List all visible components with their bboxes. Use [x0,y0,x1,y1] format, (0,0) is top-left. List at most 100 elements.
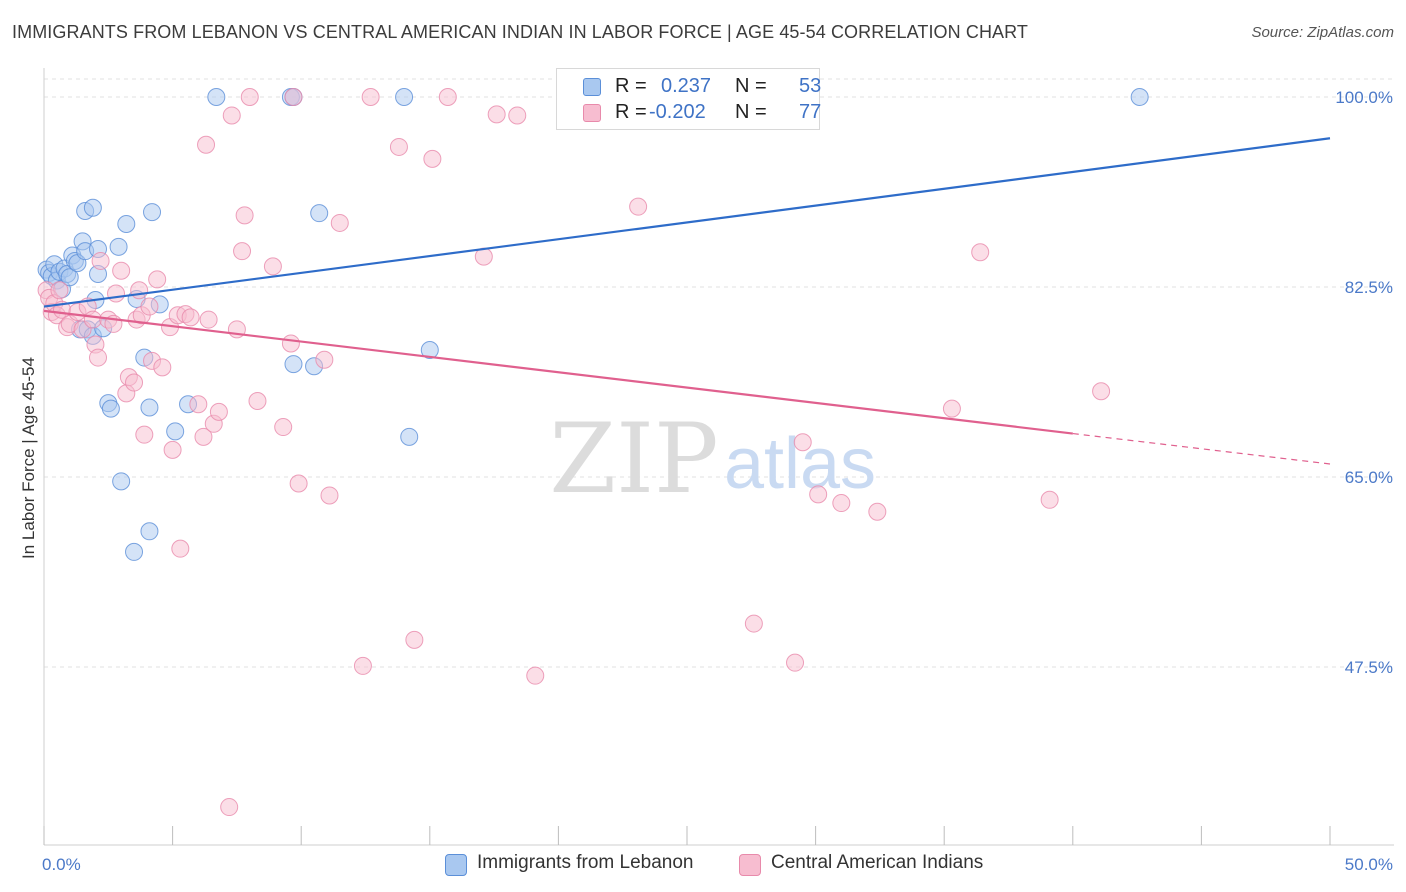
point-central-american [330,213,349,232]
point-central-american [89,348,108,367]
point-lebanon [207,88,226,106]
legend-n-value: 77 [799,101,822,123]
point-central-american [793,433,812,452]
point-central-american [809,485,828,504]
gridlines [44,78,1394,668]
point-central-american [171,539,190,558]
point-central-american [91,251,110,270]
point-central-american [233,242,252,261]
point-central-american [361,88,380,106]
point-central-american [1040,490,1059,509]
point-central-american [153,358,172,377]
point-lebanon [125,542,144,561]
point-central-american [284,88,303,106]
chart-title: IMMIGRANTS FROM LEBANON VS CENTRAL AMERI… [12,22,1029,42]
point-central-american [1092,382,1111,401]
stats-legend: R = 0.237 N = 53 R = -0.202 N = 77 [556,68,822,130]
point-lebanon [140,398,159,417]
y-axis-label: In Labor Force | Age 45-54 [19,357,38,559]
point-central-american [438,88,457,106]
point-central-american [832,494,851,513]
point-central-american [744,614,763,633]
trend-lines [43,137,1331,465]
source-label: Source: ZipAtlas.com [1251,24,1394,41]
point-central-american [971,243,990,262]
point-central-american [235,206,254,225]
point-lebanon [117,215,136,234]
point-central-american [320,486,339,505]
point-central-american [240,88,259,106]
point-central-american [487,105,506,124]
trend-line-central-american-extension [1072,432,1331,465]
tick-labels: 47.5% 65.0% 82.5% 100.0% 0.0% 50.0% [42,88,1393,874]
point-central-american [263,257,282,276]
trend-line-lebanon [43,137,1331,308]
point-lebanon [310,204,329,223]
legend-n-label: N = [735,75,767,97]
legend-r-value: -0.202 [649,101,706,123]
point-central-american [199,310,218,329]
legend-r-value: 0.237 [661,75,712,97]
bottom-legend-swatch-lebanon [445,854,467,876]
point-lebanon [101,399,120,418]
point-central-american [197,135,216,154]
point-central-american [50,281,69,300]
legend-r-label: R = [615,75,647,97]
point-central-american [508,106,527,125]
point-lebanon [60,268,79,287]
point-central-american [868,502,887,521]
point-central-american [194,427,213,446]
y-tick-label: 100.0% [1335,88,1393,107]
trend-line-central-american [43,309,1073,435]
bottom-legend-swatch-central-american [739,854,761,876]
point-central-american [423,149,442,168]
legend-swatch-lebanon [583,78,601,96]
point-central-american [135,425,154,444]
point-central-american [189,395,208,414]
point-central-american [389,137,408,156]
point-lebanon [420,340,439,359]
point-central-american [140,297,159,316]
legend-r-label: R = [615,101,647,123]
point-central-american [526,666,545,685]
point-lebanon [284,355,303,374]
y-tick-label: 47.5% [1345,658,1393,677]
point-lebanon [166,422,185,441]
point-central-american [163,440,182,459]
x-tick-label: 50.0% [1345,855,1393,874]
point-lebanon [83,198,102,217]
point-lebanon [143,203,162,222]
point-central-american [148,270,167,289]
point-lebanon [400,427,419,446]
point-central-american [405,630,424,649]
legend-swatch-central-american [583,104,601,122]
point-central-american [112,261,131,280]
legend-n-label: N = [735,101,767,123]
point-lebanon [1130,88,1149,106]
point-central-american [289,474,308,493]
y-tick-label: 82.5% [1345,278,1393,297]
watermark-zip: ZIP [549,403,718,515]
point-lebanon [112,472,131,491]
point-central-american [629,197,648,216]
point-central-american [248,392,267,410]
point-central-american [181,308,200,327]
bottom-legend-lebanon: Immigrants from Lebanon [477,852,694,873]
point-central-american [315,350,334,369]
point-central-american [107,284,126,303]
point-central-american [130,281,149,300]
point-central-american [274,418,293,437]
point-lebanon [109,237,128,256]
legend-n-value: 53 [799,75,822,97]
point-lebanon [140,522,159,541]
bottom-legend-central-american: Central American Indians [771,852,984,873]
point-central-american [942,399,961,418]
point-lebanon [395,88,414,106]
point-central-american [83,310,102,329]
point-central-american [353,656,372,675]
point-central-american [209,402,228,421]
axes [43,68,1394,846]
y-tick-label: 65.0% [1345,468,1393,487]
point-central-american [281,334,300,353]
x-tick-label: 0.0% [42,855,81,874]
